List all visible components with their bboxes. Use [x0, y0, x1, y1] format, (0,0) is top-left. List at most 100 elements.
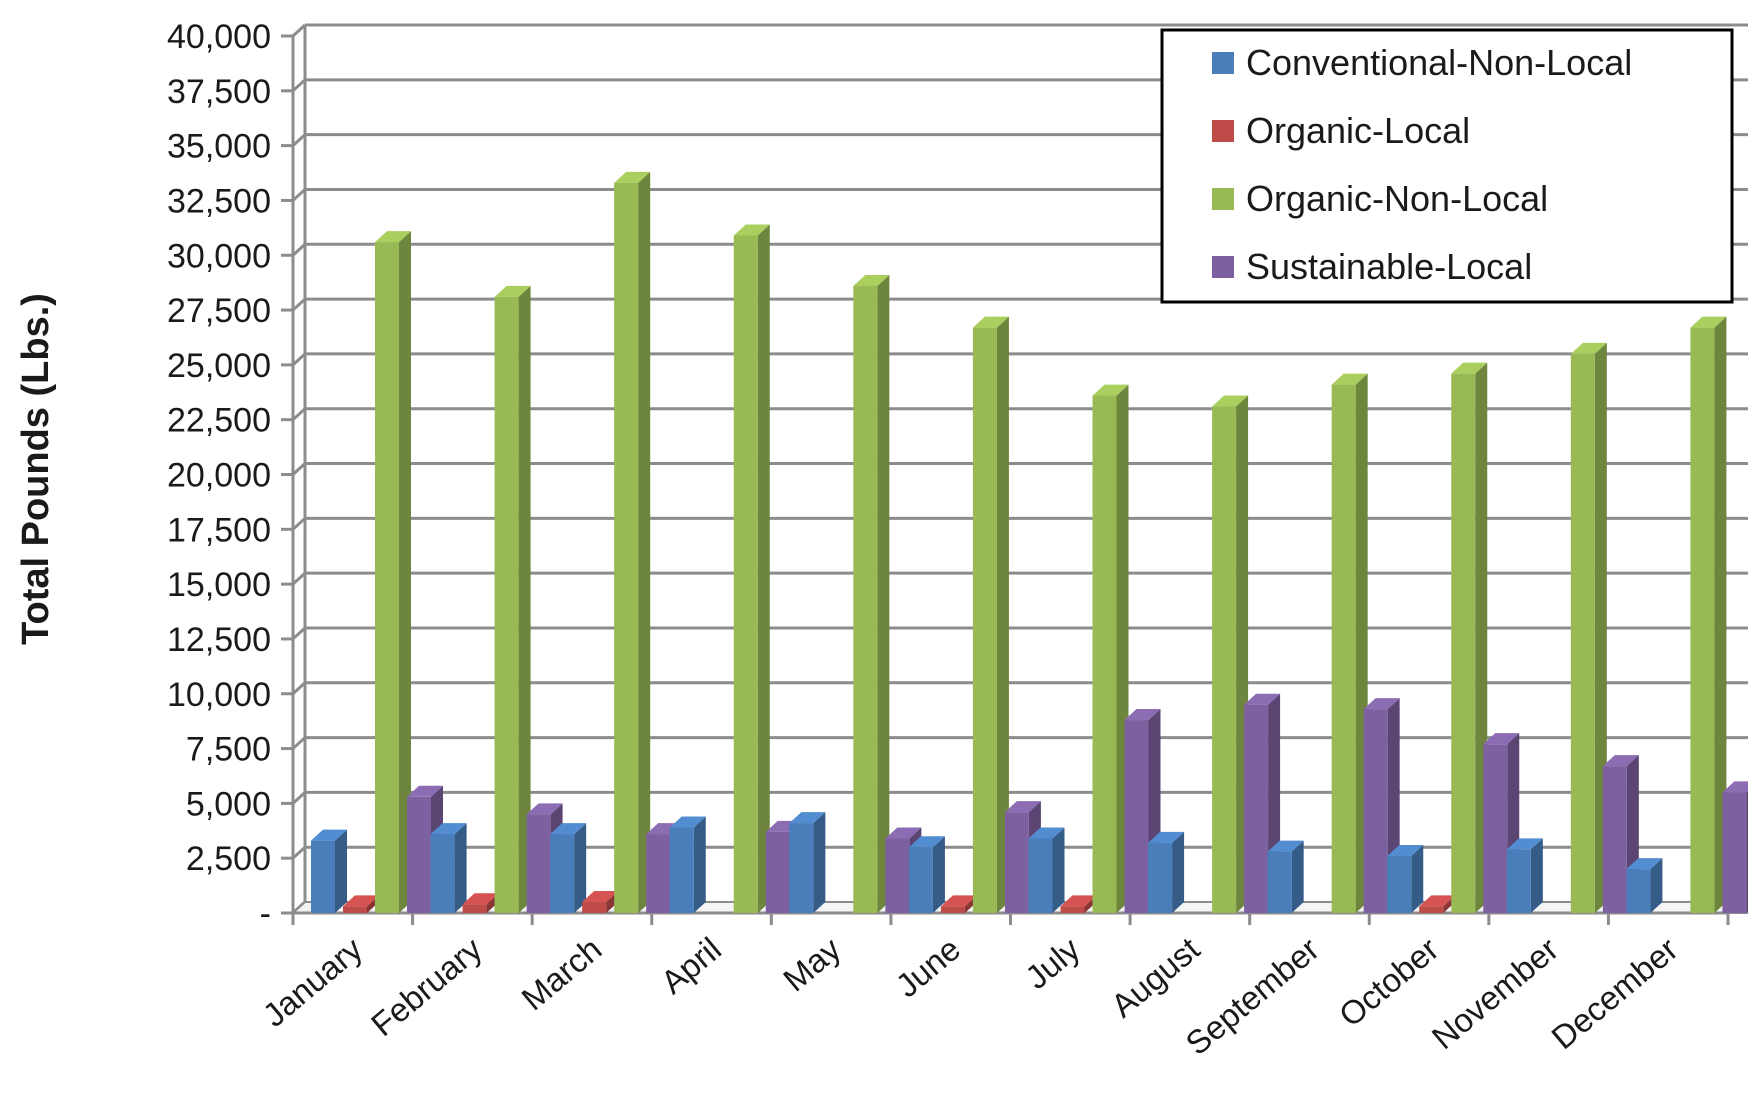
- bar: [1212, 395, 1249, 914]
- bar: [1626, 858, 1663, 913]
- bar-side: [638, 171, 651, 913]
- bar-top: [972, 316, 1009, 328]
- x-tick-label: July: [1018, 930, 1087, 996]
- bar-front: [1506, 849, 1531, 913]
- legend-label: Sustainable-Local: [1246, 246, 1532, 287]
- x-tick-label: October: [1332, 930, 1446, 1034]
- bar: [614, 171, 651, 913]
- bar-front: [1267, 851, 1292, 913]
- bar-top: [582, 891, 619, 903]
- bar-top: [1331, 373, 1368, 385]
- bar-front: [343, 906, 367, 913]
- bar-side: [1530, 838, 1543, 913]
- gridline-side: [291, 736, 307, 750]
- y-tick-label: 2,500: [186, 840, 271, 878]
- y-tick-label: 30,000: [167, 237, 271, 275]
- gridline-side: [291, 407, 307, 421]
- bar-side: [693, 816, 706, 913]
- bar-front: [1331, 384, 1356, 913]
- bar-front: [550, 834, 575, 913]
- bar-side: [877, 274, 890, 913]
- y-tick-label: 7,500: [186, 731, 271, 769]
- y-tick-label: 17,500: [167, 511, 271, 549]
- gridline-side: [291, 791, 307, 805]
- bar-top: [311, 829, 347, 841]
- y-axis: - 2,500 5,000 7,500 10,000 12,500 15,000 17,500…: [167, 18, 295, 933]
- bar-top: [430, 823, 467, 835]
- y-tick-label: 10,000: [167, 676, 271, 714]
- bar: [1722, 781, 1748, 913]
- bar-front: [972, 327, 997, 913]
- x-tick-label: April: [654, 930, 728, 1001]
- bar: [733, 224, 770, 913]
- legend-swatch: [1212, 188, 1234, 210]
- bar-front: [885, 838, 910, 913]
- bar-side: [1650, 858, 1663, 913]
- bar-top: [343, 895, 379, 907]
- bar-side: [399, 231, 411, 914]
- bar-front: [940, 906, 965, 913]
- bar: [1451, 362, 1488, 913]
- bar-top: [940, 895, 977, 907]
- bar-side: [335, 829, 347, 913]
- bar-front: [1004, 812, 1029, 913]
- bar-top: [462, 893, 499, 905]
- gridline-side: [291, 188, 307, 202]
- gridline-side: [291, 626, 307, 641]
- bar-top: [1722, 781, 1748, 793]
- bar: [1331, 373, 1368, 913]
- y-tick-label: 40,000: [167, 18, 271, 56]
- bar-front: [1602, 766, 1627, 913]
- gridline-side: [291, 517, 307, 531]
- bar: [494, 285, 531, 914]
- bar-side: [574, 823, 587, 913]
- bar: [908, 836, 945, 913]
- bar-top: [885, 827, 922, 839]
- bar-front: [765, 831, 790, 913]
- bar-top: [407, 785, 443, 797]
- legend-label: Organic-Local: [1246, 110, 1470, 151]
- gridline-side: [291, 297, 307, 312]
- x-tick-label: June: [889, 930, 968, 1004]
- bar-top: [1483, 733, 1520, 745]
- bar-front: [494, 296, 519, 914]
- legend-swatch: [1212, 52, 1234, 74]
- bar-front: [1419, 906, 1444, 913]
- legend-box: [1160, 28, 1734, 304]
- bar: [1092, 384, 1129, 913]
- bar: [853, 274, 890, 913]
- bar-top: [1124, 709, 1161, 721]
- y-tick-label: 37,500: [167, 73, 271, 111]
- y-tick-label: 27,500: [167, 292, 271, 330]
- bar-front: [614, 182, 639, 913]
- bar-front: [462, 904, 487, 913]
- legend-label: Organic-Non-Local: [1246, 178, 1548, 219]
- bar-top: [1451, 362, 1488, 374]
- y-tick-label: 12,500: [167, 621, 271, 659]
- bar: [1570, 342, 1607, 914]
- bar-front: [1483, 744, 1508, 913]
- legend-swatch: [1212, 256, 1234, 278]
- bar-front: [646, 834, 671, 913]
- bar-top: [1363, 698, 1400, 710]
- bar-top: [1506, 838, 1543, 850]
- bar-front: [1060, 906, 1085, 913]
- bar: [1506, 838, 1543, 913]
- bar-top: [908, 836, 945, 848]
- bar-front: [407, 796, 431, 913]
- gridline-side: [291, 23, 307, 38]
- gridline-side: [291, 243, 307, 257]
- bar-side: [932, 836, 945, 913]
- bar-front: [733, 235, 758, 913]
- bar-top: [1690, 316, 1727, 328]
- bar-front: [1363, 709, 1388, 913]
- bar-top: [853, 274, 890, 286]
- bar-front: [789, 823, 814, 913]
- bar-side: [757, 224, 770, 913]
- bars: [311, 171, 1748, 914]
- gridline-side: [291, 681, 307, 695]
- gridline-side: [291, 352, 307, 366]
- bar-front: [1028, 838, 1053, 913]
